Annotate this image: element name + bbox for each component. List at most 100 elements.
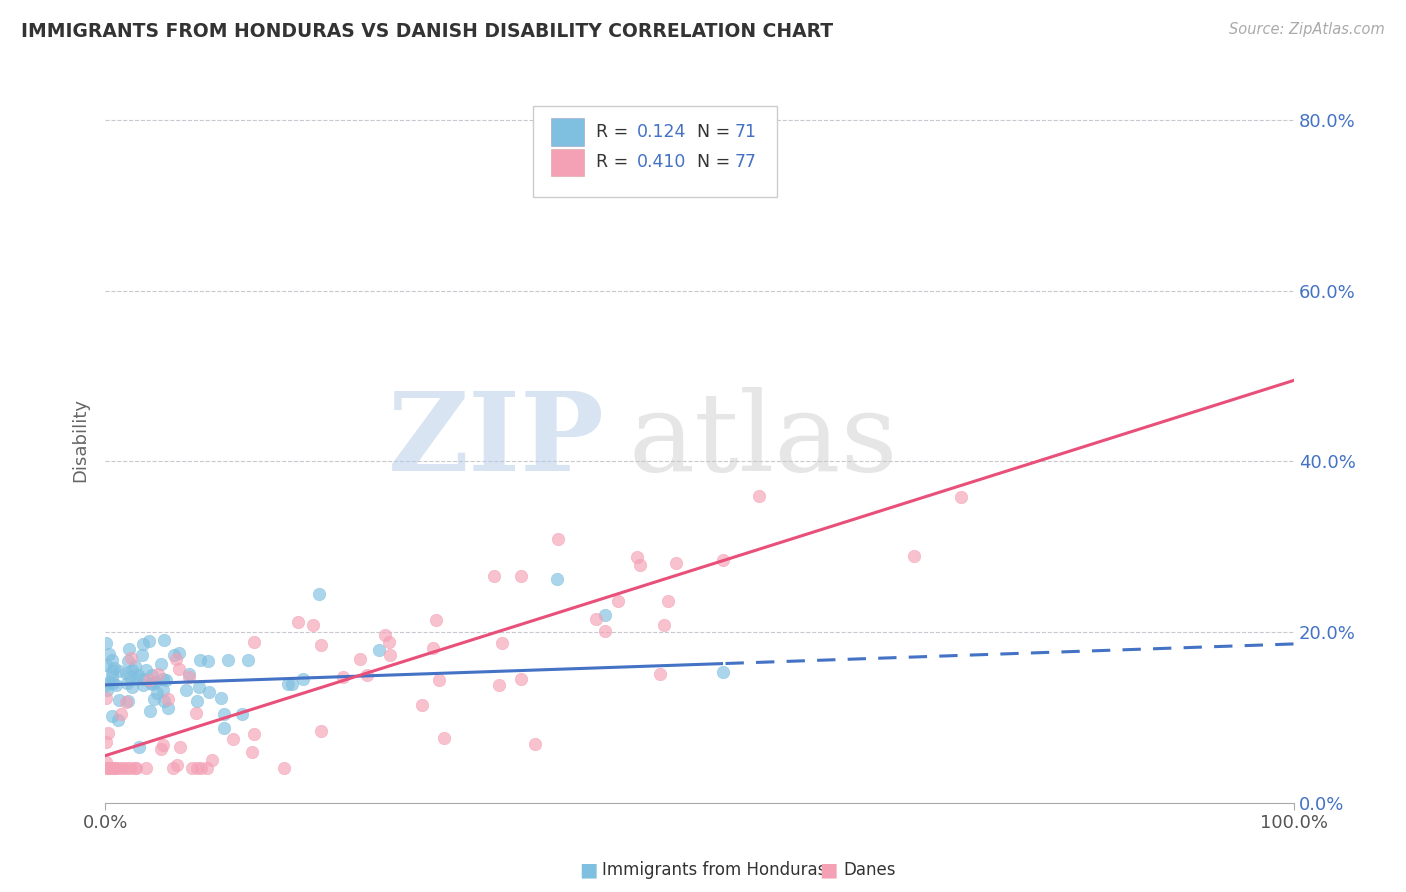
- Point: [155, 673, 177, 688]
- Point: [96, 735, 118, 749]
- Point: [713, 553, 735, 567]
- Point: [104, 762, 127, 776]
- Point: [101, 762, 124, 776]
- Text: ■: ■: [820, 860, 838, 880]
- Point: [547, 533, 569, 547]
- Point: [200, 753, 222, 767]
- Point: [628, 558, 651, 572]
- Text: R =: R =: [596, 123, 634, 141]
- Point: [484, 569, 506, 583]
- Point: [186, 694, 208, 708]
- Point: [96, 636, 118, 650]
- Text: Source: ZipAtlas.com: Source: ZipAtlas.com: [1229, 22, 1385, 37]
- Text: ZIP: ZIP: [388, 386, 605, 493]
- Point: [222, 732, 245, 747]
- Point: [153, 694, 176, 708]
- Bar: [551, 148, 585, 176]
- Point: [217, 652, 239, 666]
- Point: [309, 638, 332, 652]
- Point: [197, 655, 219, 669]
- Point: [186, 762, 208, 776]
- Text: 0.124: 0.124: [637, 123, 686, 141]
- Point: [150, 742, 173, 756]
- Text: 71: 71: [734, 123, 756, 141]
- Point: [153, 633, 176, 648]
- Point: [374, 628, 396, 642]
- Point: [411, 698, 433, 712]
- Point: [378, 635, 401, 649]
- Point: [214, 721, 236, 735]
- Point: [146, 686, 169, 700]
- Point: [308, 587, 330, 601]
- Point: [488, 678, 510, 692]
- Point: [141, 667, 163, 681]
- Point: [367, 643, 389, 657]
- Point: [422, 640, 444, 655]
- Point: [425, 613, 447, 627]
- Bar: [551, 118, 585, 145]
- Point: [174, 683, 197, 698]
- Point: [148, 667, 170, 681]
- Point: [903, 549, 925, 563]
- Point: [433, 731, 456, 745]
- Point: [713, 665, 735, 680]
- Point: [117, 762, 139, 776]
- Point: [302, 618, 325, 632]
- Point: [139, 676, 162, 690]
- Point: [356, 667, 378, 681]
- Point: [593, 624, 616, 638]
- Point: [152, 738, 174, 752]
- Point: [281, 676, 304, 690]
- Point: [186, 706, 208, 721]
- Point: [309, 724, 332, 739]
- Point: [134, 663, 156, 677]
- Point: [167, 646, 190, 660]
- Point: [162, 762, 184, 776]
- Point: [110, 706, 132, 721]
- Point: [97, 725, 120, 739]
- Point: [107, 664, 129, 678]
- Point: [242, 635, 264, 649]
- Point: [585, 612, 607, 626]
- Point: [125, 762, 148, 776]
- Text: ■: ■: [579, 860, 598, 880]
- Point: [378, 648, 401, 662]
- Text: N =: N =: [697, 123, 735, 141]
- Point: [165, 651, 187, 665]
- Point: [657, 593, 679, 607]
- Point: [491, 636, 513, 650]
- Point: [169, 739, 191, 754]
- Point: [139, 704, 162, 718]
- Point: [118, 670, 141, 684]
- Point: [115, 676, 138, 690]
- Text: 77: 77: [734, 153, 756, 171]
- Point: [96, 762, 118, 776]
- Point: [626, 549, 648, 564]
- Point: [104, 678, 127, 692]
- Point: [152, 682, 174, 697]
- Point: [118, 641, 141, 656]
- Point: [277, 677, 299, 691]
- Point: [107, 713, 129, 727]
- Text: R =: R =: [596, 153, 634, 171]
- Point: [141, 677, 163, 691]
- Y-axis label: Disability: Disability: [72, 398, 89, 482]
- Point: [127, 668, 149, 682]
- Point: [593, 608, 616, 623]
- Point: [748, 489, 770, 503]
- Point: [120, 650, 142, 665]
- Point: [654, 618, 676, 632]
- Point: [429, 673, 451, 687]
- Point: [950, 491, 973, 505]
- Point: [273, 762, 295, 776]
- Point: [166, 758, 188, 772]
- Text: atlas: atlas: [628, 386, 898, 493]
- Point: [108, 693, 131, 707]
- FancyBboxPatch shape: [533, 106, 778, 197]
- Point: [103, 762, 125, 776]
- Point: [117, 694, 139, 708]
- Point: [135, 762, 157, 776]
- Point: [138, 634, 160, 648]
- Point: [108, 762, 131, 776]
- Point: [118, 761, 141, 775]
